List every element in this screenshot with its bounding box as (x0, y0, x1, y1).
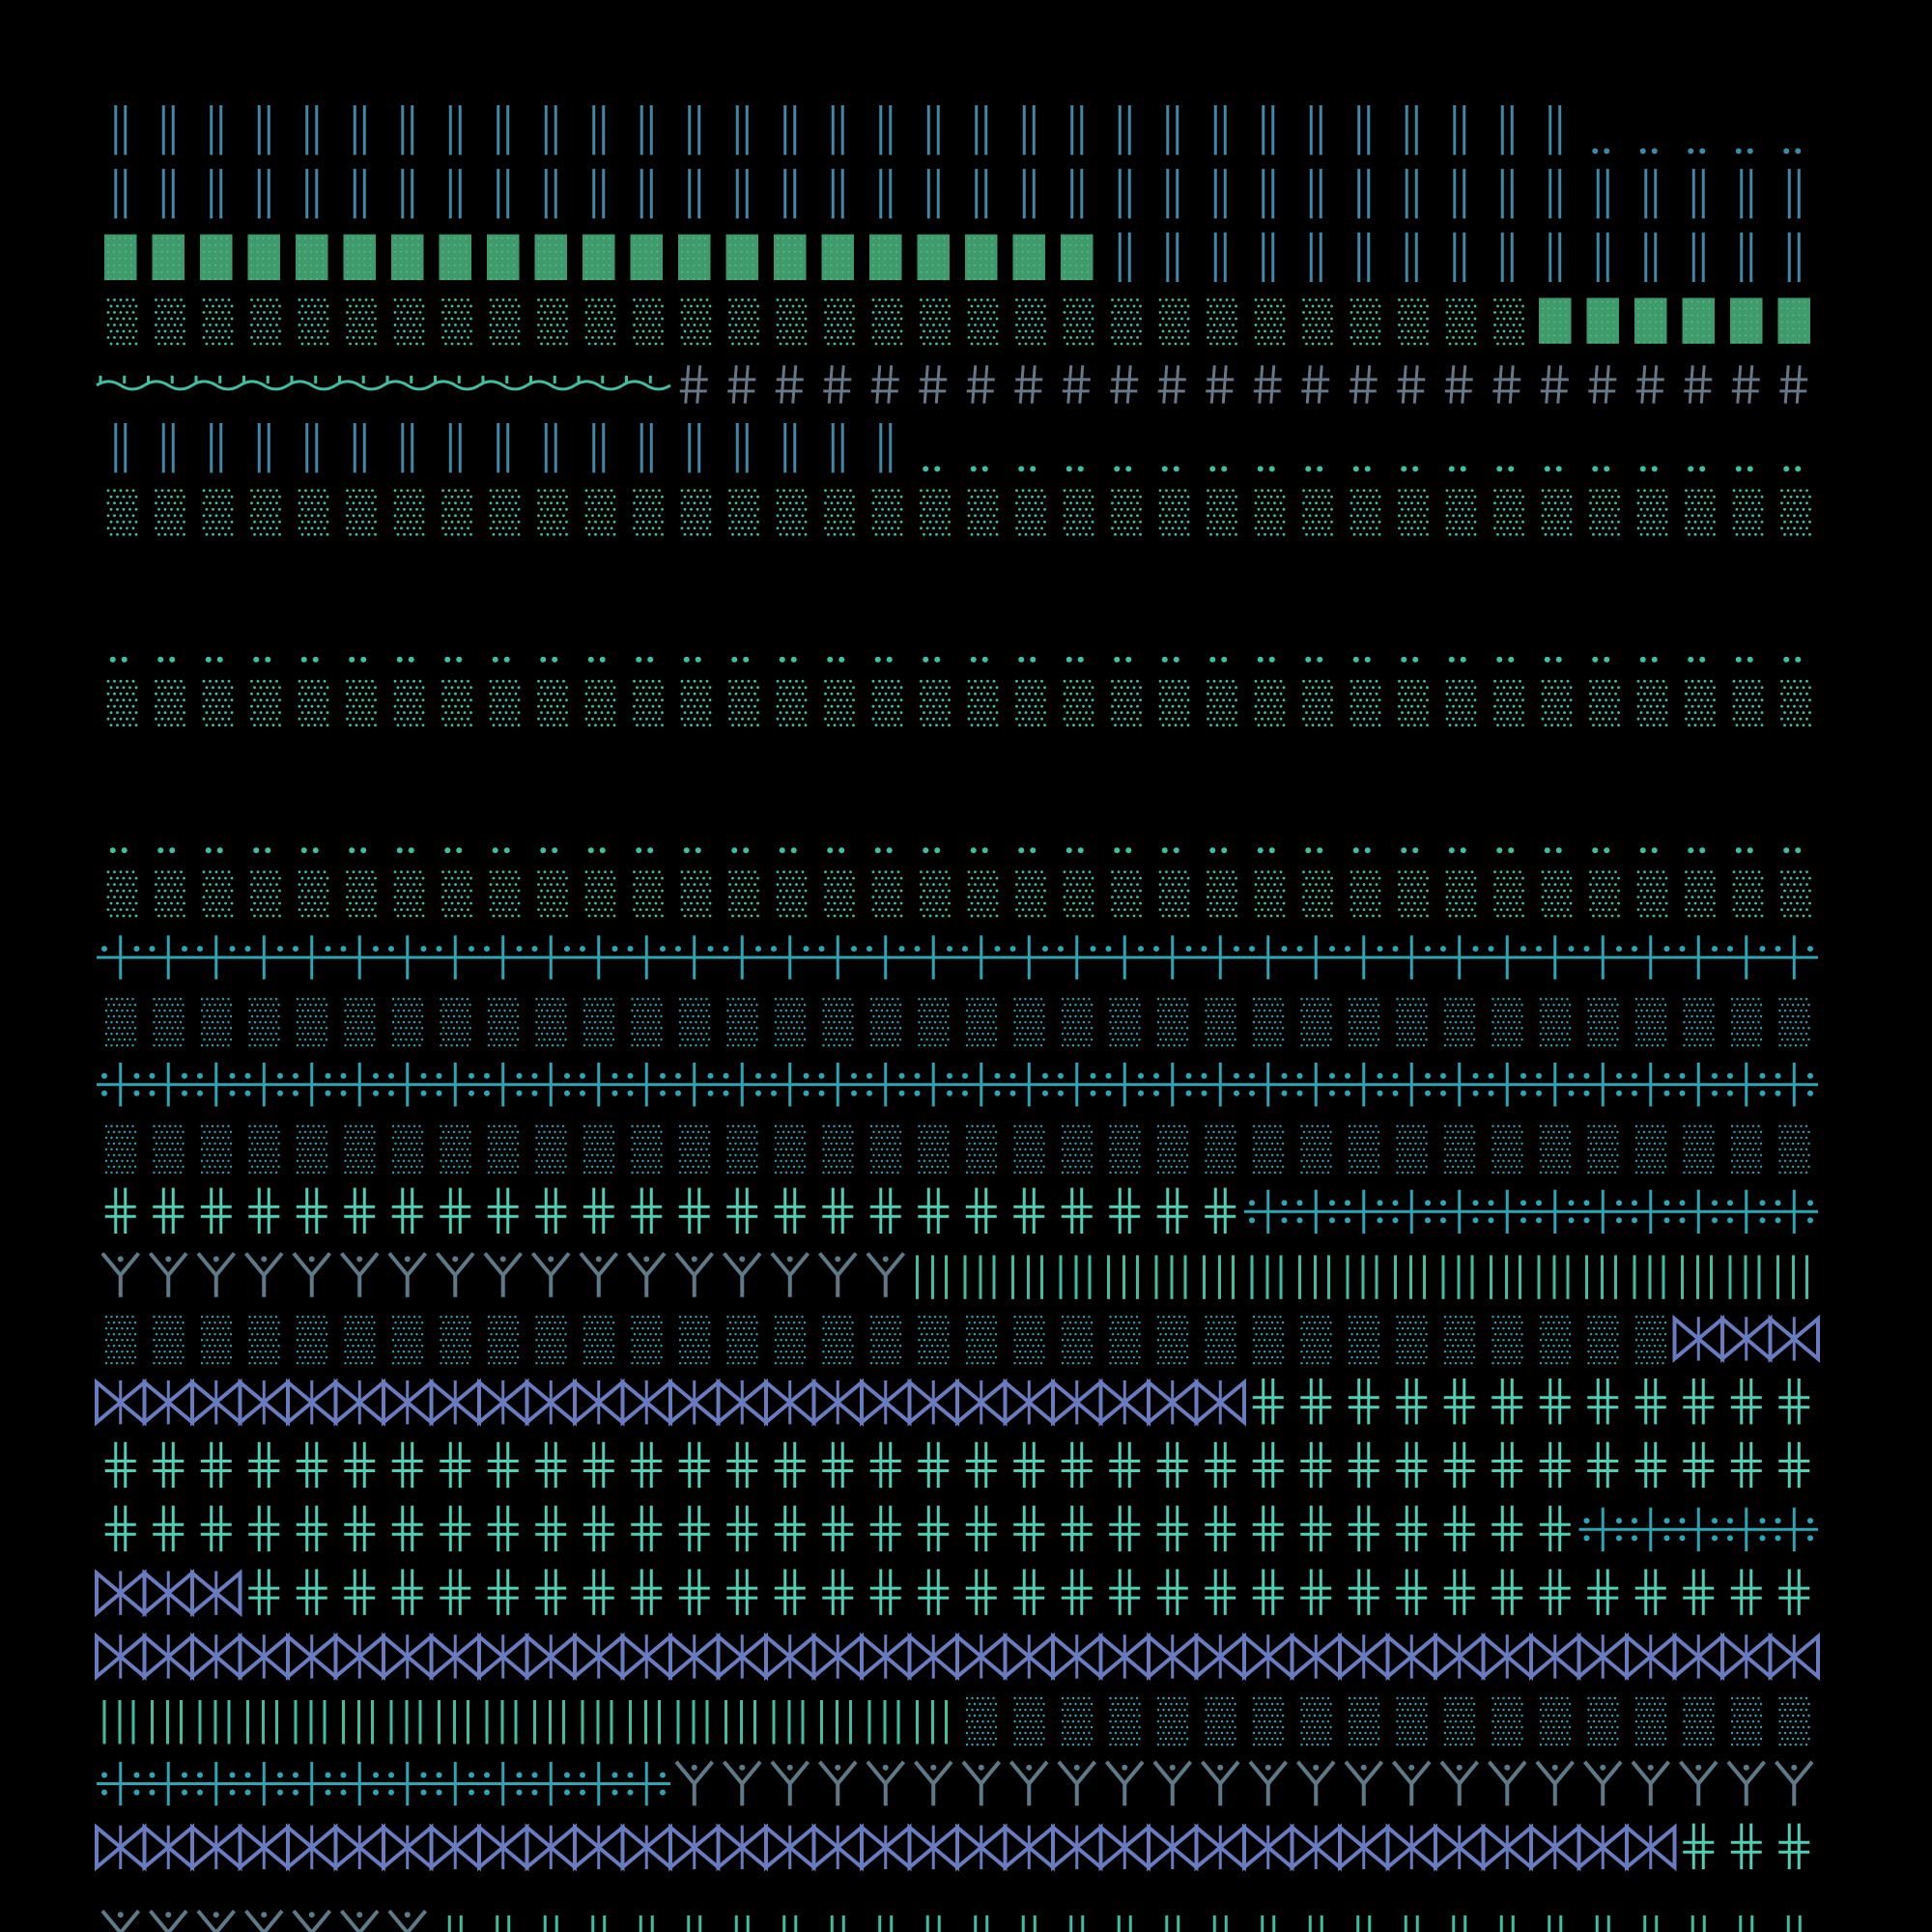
double-bar-motif (448, 105, 462, 156)
solid-block-motif (1061, 234, 1094, 280)
solid-block-motif (487, 234, 520, 280)
double-bar-motif (1309, 105, 1322, 156)
double-bar-motif (1357, 105, 1371, 156)
double-bar-motif (1166, 168, 1179, 219)
solid-block-motif (152, 234, 185, 280)
double-bar-motif (353, 105, 366, 156)
double-bar-motif (1500, 105, 1514, 156)
double-bar-motif (1262, 105, 1275, 156)
solid-block-motif (965, 234, 998, 280)
double-bar-motif (497, 168, 510, 219)
double-bar-motif (831, 168, 844, 219)
double-bar-motif (210, 105, 223, 156)
solid-block-motif (630, 234, 663, 280)
solid-block-motif (200, 234, 233, 280)
double-bar-motif (448, 168, 462, 219)
double-bar-motif (1070, 168, 1084, 219)
double-bar-motif (783, 168, 797, 219)
solid-block-motif (104, 234, 137, 280)
double-bar-motif (735, 168, 749, 219)
double-bar-motif (305, 105, 319, 156)
double-bar-motif (879, 168, 893, 219)
solid-block-motif (534, 234, 567, 280)
dots-pair-motif (1783, 148, 1802, 155)
double-bar-motif (975, 168, 988, 219)
dots-pair-motif (1735, 148, 1753, 155)
double-bar-motif (688, 105, 701, 156)
double-bar-motif (735, 105, 749, 156)
double-bar-motif (161, 168, 175, 219)
double-bar-motif (783, 105, 797, 156)
double-bar-motif (401, 168, 414, 219)
double-bar-motif (1213, 105, 1227, 156)
dots-pair-motif (1688, 148, 1706, 155)
solid-block-motif (1586, 298, 1619, 344)
solid-block-motif (678, 234, 711, 280)
pattern-row (114, 105, 1802, 156)
dots-pair-motif (1592, 148, 1610, 155)
solid-block-motif (343, 234, 376, 280)
double-bar-motif (1118, 168, 1131, 219)
double-bar-motif (305, 168, 319, 219)
double-bar-motif (639, 105, 653, 156)
solid-block-motif (1730, 298, 1763, 344)
solid-block-motif (439, 234, 471, 280)
double-bar-motif (1548, 105, 1562, 156)
double-bar-motif (161, 105, 175, 156)
double-bar-motif (1070, 105, 1084, 156)
solid-block-motif (1777, 298, 1810, 344)
dots-pair-motif (1639, 148, 1658, 155)
double-bar-motif (1166, 105, 1179, 156)
solid-block-motif (917, 234, 950, 280)
solid-block-motif (821, 234, 854, 280)
double-bar-motif (114, 105, 128, 156)
double-bar-motif (257, 105, 270, 156)
double-bar-motif (210, 168, 223, 219)
solid-block-motif (1539, 298, 1572, 344)
double-bar-motif (1022, 168, 1036, 219)
double-bar-motif (592, 105, 606, 156)
double-bar-motif (639, 168, 653, 219)
double-bar-motif (544, 105, 557, 156)
pattern-rows (95, 105, 1820, 1932)
double-bar-motif (353, 168, 366, 219)
double-bar-motif (926, 168, 940, 219)
solid-block-motif (725, 234, 758, 280)
solid-block-motif (296, 234, 328, 280)
solid-block-motif (1682, 298, 1715, 344)
double-bar-motif (401, 105, 414, 156)
solid-block-motif (1634, 298, 1667, 344)
double-bar-motif (114, 168, 128, 219)
double-bar-motif (1118, 105, 1131, 156)
solid-block-motif (869, 234, 902, 280)
solid-block-motif (391, 234, 424, 280)
solid-block-motif (774, 234, 807, 280)
double-bar-motif (879, 105, 893, 156)
pattern-row (114, 168, 1801, 219)
double-bar-motif (497, 105, 510, 156)
double-bar-motif (926, 105, 940, 156)
double-bar-motif (592, 168, 606, 219)
double-bar-motif (1022, 105, 1036, 156)
double-bar-motif (688, 168, 701, 219)
solid-block-motif (1012, 234, 1045, 280)
double-bar-motif (975, 105, 988, 156)
double-bar-motif (1453, 105, 1466, 156)
double-bar-motif (257, 168, 270, 219)
double-bar-motif (1405, 105, 1418, 156)
solid-block-motif (582, 234, 615, 280)
double-bar-motif (544, 168, 557, 219)
double-bar-motif (831, 105, 844, 156)
solid-block-motif (247, 234, 280, 280)
